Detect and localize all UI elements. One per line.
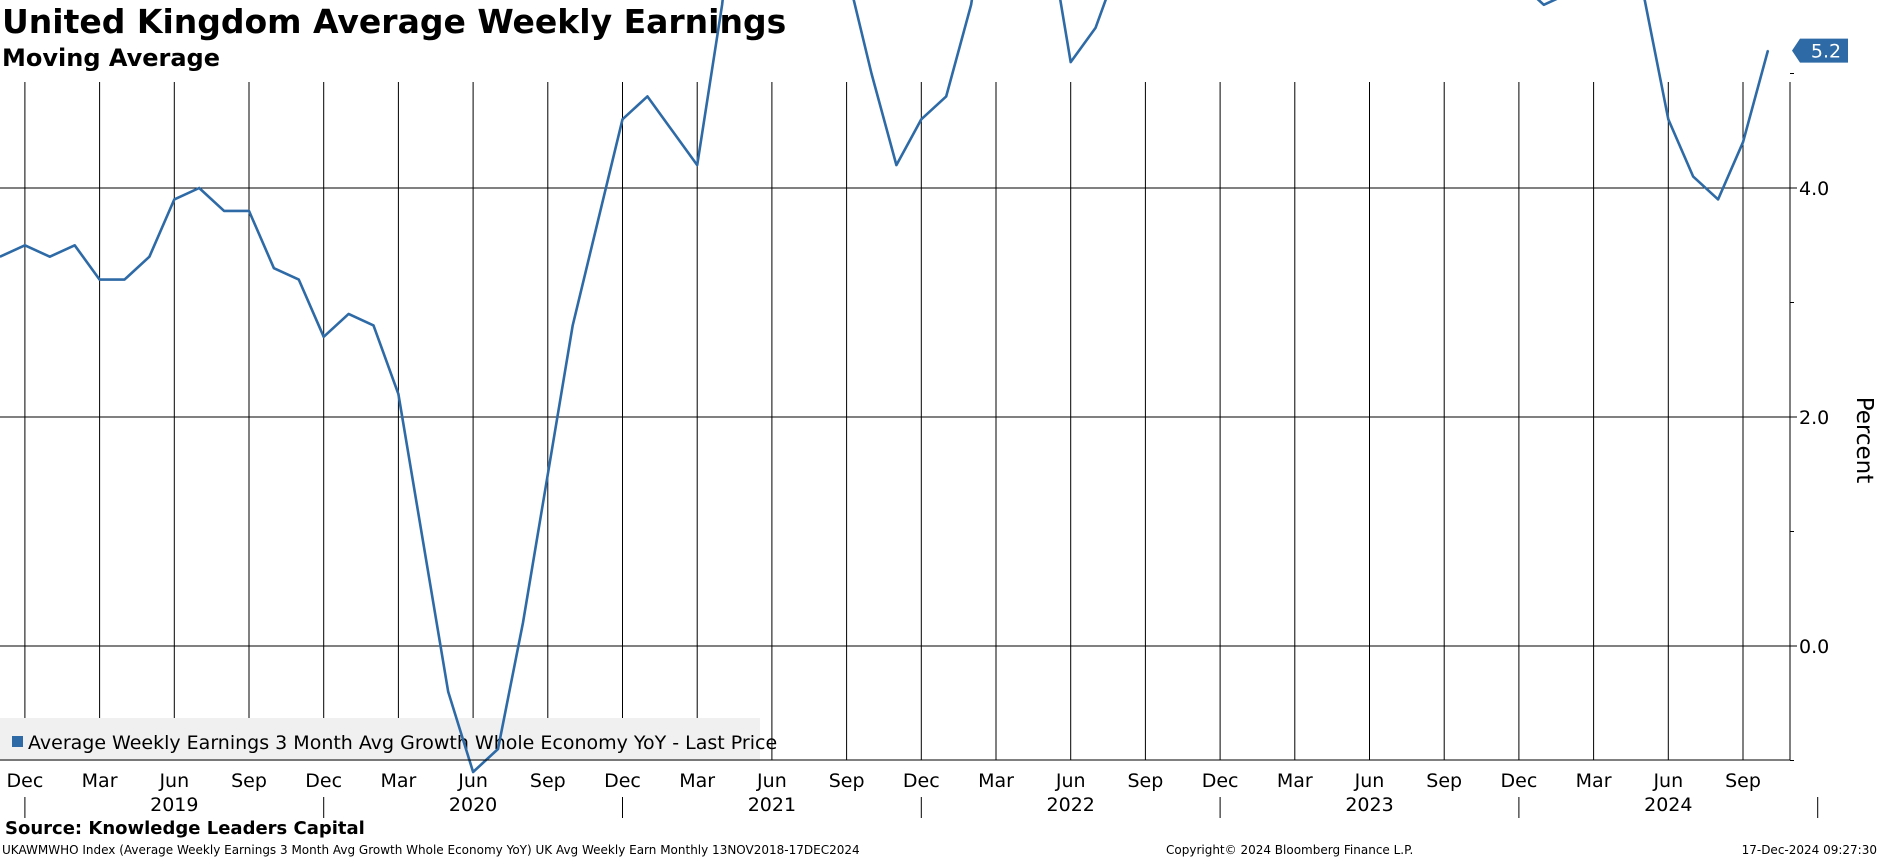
x-tick-label: Sep [530, 770, 566, 792]
x-tick-label: Mar [1277, 770, 1313, 792]
x-tick-label: Dec [7, 770, 44, 792]
data-point [1717, 198, 1719, 201]
x-tick-label: Jun [457, 770, 488, 792]
year-label: 2022 [1047, 794, 1095, 816]
x-tick-label: Sep [1426, 770, 1462, 792]
data-point [621, 118, 624, 121]
legend: Average Weekly Earnings 3 Month Avg Grow… [0, 718, 777, 761]
x-tick-label: Jun [1652, 770, 1683, 792]
data-point [472, 771, 474, 773]
x-tick-label: Dec [903, 770, 940, 792]
data-point [148, 255, 151, 258]
x-tick-label: Jun [756, 770, 787, 792]
data-point [1692, 175, 1694, 178]
data-point [945, 95, 947, 98]
data-point [0, 255, 1, 258]
series-layer [0, 0, 1770, 774]
x-tick-label: Jun [158, 770, 189, 792]
data-point [298, 278, 300, 281]
legend-label: Average Weekly Earnings 3 Month Avg Grow… [28, 732, 777, 754]
x-tick-label: Jun [1055, 770, 1086, 792]
data-point [1767, 49, 1769, 52]
y-tick-label: 2.0 [1799, 407, 1829, 429]
x-tick-label: Dec [1202, 770, 1239, 792]
series-line [0, 0, 1770, 774]
last-price-badge [1792, 38, 1848, 63]
data-point [671, 129, 674, 132]
copyright: Copyright© 2024 Bloomberg Finance L.P. [1166, 843, 1414, 857]
data-point [422, 542, 425, 544]
data-point [397, 393, 400, 395]
timestamp: 17-Dec-2024 09:27:30 [1741, 843, 1877, 857]
data-point [1069, 61, 1072, 63]
year-label: 2019 [150, 794, 198, 816]
data-point [497, 748, 499, 750]
year-label: 2023 [1345, 794, 1393, 816]
y-tick-label: 0.0 [1799, 636, 1829, 658]
year-label: 2024 [1644, 794, 1692, 816]
data-point [273, 267, 275, 269]
axis-layer: 0.02.04.06.08.0DecMarJunSepDecMarJunSepD… [0, 73, 1829, 818]
data-point [920, 118, 923, 121]
data-point [347, 313, 350, 315]
data-point [522, 622, 524, 624]
data-point [198, 187, 200, 189]
data-point [870, 72, 873, 75]
legend-swatch [12, 736, 23, 747]
x-tick-label: Mar [978, 770, 1014, 792]
legend-background [0, 718, 760, 761]
data-point [1667, 118, 1670, 121]
source-note: Source: Knowledge Leaders Capital [5, 818, 365, 839]
x-tick-label: Mar [679, 770, 715, 792]
x-tick-label: Mar [380, 770, 416, 792]
data-point [49, 255, 51, 258]
x-tick-label: Dec [1501, 770, 1538, 792]
year-label: 2020 [449, 794, 497, 816]
data-point [1543, 4, 1545, 6]
data-point [1094, 26, 1097, 29]
last-price-value: 5.2 [1811, 41, 1841, 63]
data-point [322, 336, 325, 338]
data-point [123, 278, 126, 281]
x-tick-label: Sep [1725, 770, 1761, 792]
data-point [547, 473, 549, 476]
x-tick-label: Sep [829, 770, 865, 792]
data-point [696, 164, 698, 166]
data-point [248, 210, 250, 212]
year-label: 2021 [748, 794, 796, 816]
data-point [98, 278, 101, 281]
ticker-info: UKAWMWHO Index (Average Weekly Earnings … [2, 843, 860, 857]
data-point [895, 164, 898, 166]
last-price-marker: 5.2 [1792, 38, 1848, 63]
data-point [24, 244, 26, 247]
x-tick-label: Sep [1127, 770, 1163, 792]
data-point [372, 324, 375, 327]
chart-subtitle: Moving Average [2, 44, 220, 72]
x-tick-label: Sep [231, 770, 267, 792]
data-point [596, 221, 599, 224]
y-tick-label: 4.0 [1799, 178, 1829, 200]
data-point [646, 95, 649, 98]
data-point [73, 244, 76, 247]
chart-title: United Kingdom Average Weekly Earnings [2, 2, 787, 41]
x-tick-label: Dec [305, 770, 342, 792]
grid-layer [0, 82, 1790, 760]
data-point [970, 4, 972, 6]
data-point [571, 324, 574, 327]
data-point [223, 210, 225, 212]
x-tick-label: Mar [1576, 770, 1612, 792]
data-point [721, 4, 723, 6]
x-tick-label: Mar [82, 770, 118, 792]
data-point [447, 691, 450, 693]
data-point [1742, 141, 1744, 143]
x-tick-label: Dec [604, 770, 641, 792]
y-axis-label: Percent [1851, 397, 1877, 484]
x-tick-label: Jun [1354, 770, 1385, 792]
data-point [173, 198, 176, 201]
